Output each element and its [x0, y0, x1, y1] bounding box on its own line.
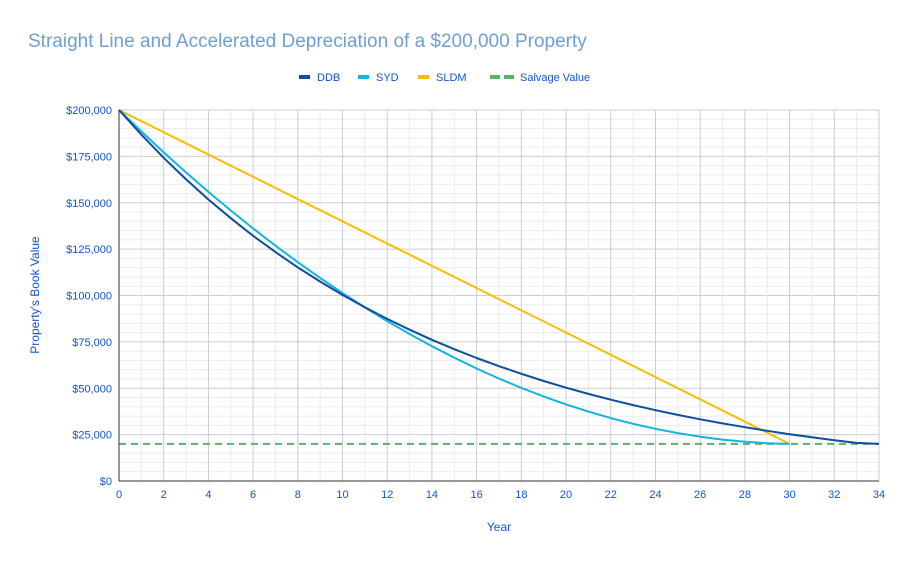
y-tick-label: $200,000 — [66, 105, 112, 117]
x-tick-label: 20 — [560, 489, 572, 501]
x-tick-label: 28 — [739, 489, 751, 501]
grid — [118, 109, 880, 482]
legend: DDB SYD SLDM Salvage Value — [299, 72, 590, 84]
legend-label: SLDM — [436, 72, 467, 84]
legend-label: SYD — [376, 72, 399, 84]
legend-swatch — [358, 75, 369, 79]
legend-swatch — [299, 75, 310, 79]
x-tick-label: 16 — [471, 489, 483, 501]
legend-item-salvage-value[interactable]: Salvage Value — [490, 72, 590, 84]
x-tick-label: 12 — [381, 489, 393, 501]
legend-swatch — [418, 75, 429, 79]
x-tick-label: 2 — [161, 489, 167, 501]
x-tick-label: 0 — [116, 489, 122, 501]
series-layer — [118, 109, 880, 445]
series-line-syd — [118, 109, 790, 445]
x-tick-label: 14 — [426, 489, 438, 501]
legend-item-sldm[interactable]: SLDM — [418, 72, 467, 84]
legend-item-ddb[interactable]: DDB — [299, 72, 340, 84]
x-tick-label: 8 — [295, 489, 301, 501]
x-axis-label: Year — [487, 520, 511, 534]
x-tick-label: 22 — [605, 489, 617, 501]
x-tick-label: 32 — [828, 489, 840, 501]
legend-label: DDB — [317, 72, 340, 84]
y-tick-label: $100,000 — [66, 291, 112, 303]
series-line-ddb — [118, 109, 880, 445]
y-tick-label: $75,000 — [72, 337, 112, 349]
y-axis-ticks: $0 $25,000 $50,000 $75,000 $100,000 $125,000 $… — [66, 105, 112, 488]
legend-swatch — [490, 75, 500, 79]
x-tick-label: 26 — [694, 489, 706, 501]
x-tick-label: 4 — [205, 489, 211, 501]
x-tick-label: 6 — [250, 489, 256, 501]
x-axis-ticks: 0 2 4 6 8 10 12 14 16 18 20 22 24 26 28 30 32 34 — [116, 489, 885, 501]
x-tick-label: 30 — [783, 489, 795, 501]
series-line-sldm — [118, 109, 791, 445]
legend-item-syd[interactable]: SYD — [358, 72, 399, 84]
y-axis-label: Property's Book Value — [28, 236, 42, 354]
x-tick-label: 18 — [515, 489, 527, 501]
legend-label: Salvage Value — [520, 72, 590, 84]
y-tick-label: $125,000 — [66, 244, 112, 256]
chart-title: Straight Line and Accelerated Depreciati… — [28, 31, 587, 52]
legend-swatch — [504, 75, 514, 79]
y-tick-label: $150,000 — [66, 198, 112, 210]
x-tick-label: 24 — [649, 489, 661, 501]
y-tick-label: $25,000 — [72, 430, 112, 442]
x-tick-label: 10 — [336, 489, 348, 501]
y-tick-label: $0 — [100, 476, 112, 488]
x-tick-label: 34 — [873, 489, 885, 501]
y-tick-label: $50,000 — [72, 383, 112, 395]
y-tick-label: $175,000 — [66, 151, 112, 163]
